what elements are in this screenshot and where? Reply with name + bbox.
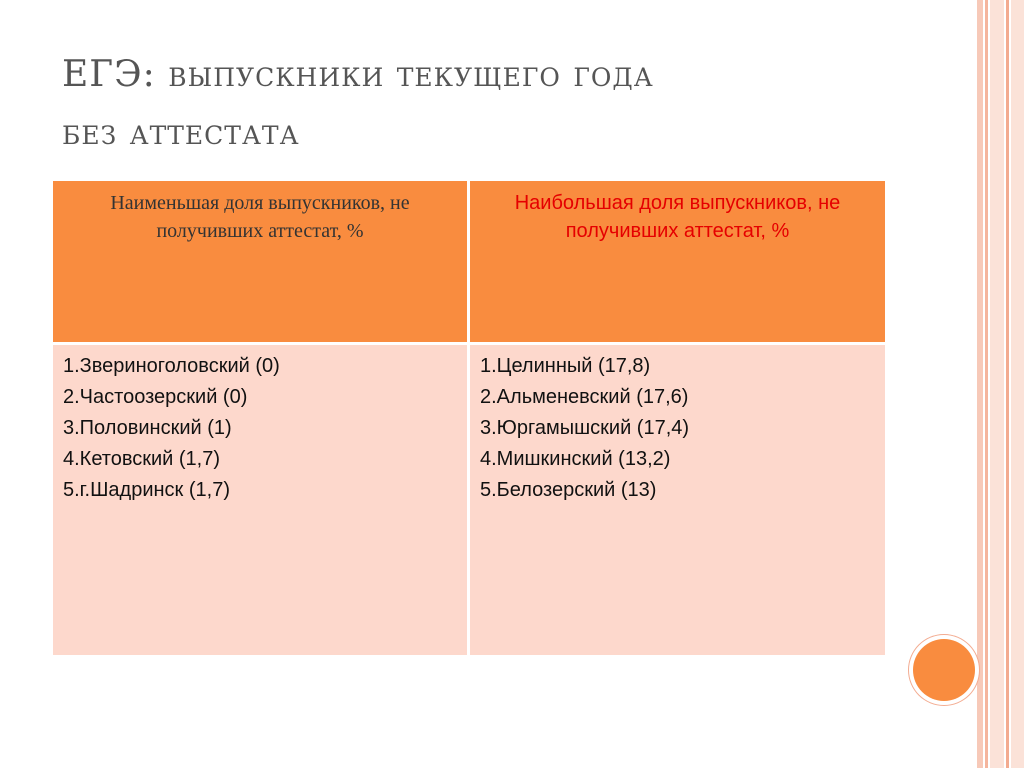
list-item: 1.Целинный (17,8) — [480, 355, 651, 377]
highest-share-list: 1.Целинный (17,8) 2.Альменевский (17,6) … — [470, 345, 885, 655]
list-item: 5.Белозерский (13) — [480, 479, 657, 501]
results-table: Наименьшая доля выпускников, не получивш… — [51, 179, 887, 657]
title-prefix: ЕГЭ: — [62, 54, 169, 95]
list-item: 5.г.Шадринск (1,7) — [63, 479, 230, 501]
title-line1: выпускники текущего года — [168, 54, 654, 95]
list-item: 4.Кетовский (1,7) — [63, 448, 221, 470]
list-item: 4.Мишкинский (13,2) — [480, 448, 671, 470]
slide-title: ЕГЭ: выпускники текущего года без аттест… — [62, 46, 942, 162]
list-item: 1.Звериноголовский (0) — [63, 355, 280, 377]
decorative-stripe — [985, 0, 988, 768]
lowest-share-list: 1.Звериноголовский (0) 2.Частоозерский (… — [53, 345, 467, 655]
header-lowest-share: Наименьшая доля выпускников, не получивш… — [53, 181, 467, 342]
decorative-circle — [913, 639, 975, 701]
decorative-stripe — [1011, 0, 1024, 768]
list-item: 3.Юргамышский (17,4) — [480, 417, 690, 439]
header-highest-share: Наибольшая доля выпускников, не получивш… — [470, 181, 885, 342]
list-item: 2.Альменевский (17,6) — [480, 386, 689, 408]
decorative-stripe — [990, 0, 1004, 768]
list-item: 3.Половинский (1) — [63, 417, 232, 439]
list-item: 2.Частоозерский (0) — [63, 386, 248, 408]
decorative-stripe — [977, 0, 983, 768]
decorative-stripe — [1006, 0, 1009, 768]
title-line2: без аттестата — [62, 112, 300, 153]
